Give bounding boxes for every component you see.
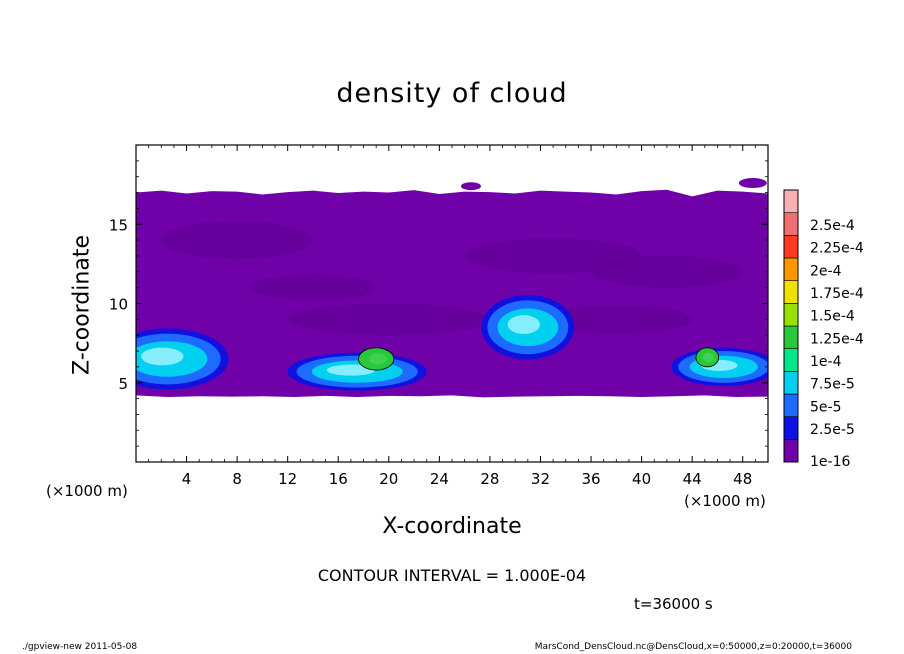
colorbar-segment [783, 439, 799, 463]
cloud-fragment [460, 182, 481, 191]
colorbar-label: 2.25e-4 [810, 241, 864, 257]
colorbar-segment [783, 280, 799, 304]
colorbar-label: 1.5e-4 [810, 309, 855, 325]
cloud-texture [464, 238, 642, 274]
colorbar-segment [783, 235, 799, 259]
x-tick-label: 32 [531, 470, 550, 488]
colorbar-label: 1.75e-4 [810, 286, 864, 302]
x-tick-label: 4 [182, 470, 192, 488]
x-tick-label: 28 [480, 470, 499, 488]
colorbar-segment [783, 348, 799, 372]
colorbar-label: 2.5e-4 [810, 218, 855, 234]
x-tick-label: 20 [379, 470, 398, 488]
colorbar-segment [783, 393, 799, 417]
colorbar-label: 1e-4 [810, 354, 842, 370]
x-unit-label-right: (×1000 m) [684, 492, 766, 510]
cloud-fragment [738, 178, 767, 189]
y-tick-label: 10 [109, 296, 128, 314]
heatmap-field [136, 178, 768, 398]
y-tick-label: 15 [109, 216, 128, 234]
x-tick-label: 12 [278, 470, 297, 488]
x-unit-label-left: (×1000 m) [46, 482, 128, 500]
cloud-texture [287, 303, 490, 336]
x-axis-label: X-coordinate [0, 514, 904, 539]
dense-region-peak-core [702, 352, 715, 363]
colorbar-label: 5e-5 [810, 399, 841, 415]
y-axis-label: Z-coordinate [69, 235, 95, 375]
colorbar-segment [783, 416, 799, 440]
colorbar-segment [783, 212, 799, 236]
colorbar-label: 2e-4 [810, 263, 842, 279]
chart-title: density of cloud [336, 78, 568, 109]
colorbar-frame [783, 189, 799, 463]
contour-interval: CONTOUR INTERVAL = 1.000E-04 [0, 566, 904, 585]
colorbar-segment [783, 371, 799, 395]
colorbar-segment [783, 303, 799, 327]
cloud-texture [161, 221, 313, 260]
dense-region-peak-core [369, 353, 387, 365]
dense-region-highlight [507, 315, 540, 335]
colorbar-segment [783, 189, 799, 213]
contour-interval-text: CONTOUR INTERVAL = 1.000E-04 [317, 566, 587, 585]
x-tick-label: 36 [581, 470, 600, 488]
x-axis-label-text: X-coordinate [382, 514, 522, 539]
footer-left: ./gpview-new 2011-05-08 [22, 642, 138, 652]
colorbar-label: 1.25e-4 [810, 331, 864, 347]
x-tick-label: 8 [232, 470, 242, 488]
y-tick-label: 5 [118, 375, 128, 393]
x-tick-label: 44 [683, 470, 702, 488]
time-label: t=36000 s [634, 595, 713, 613]
colorbar-label: 7.5e-5 [810, 377, 855, 393]
cloud-texture [249, 274, 377, 301]
dense-region-highlight [326, 364, 376, 376]
colorbar-segment [783, 325, 799, 349]
colorbar-label: 1e-16 [810, 454, 850, 470]
x-tick-label: 16 [329, 470, 348, 488]
colorbar-label: 2.5e-5 [810, 422, 855, 438]
x-tick-label: 48 [733, 470, 752, 488]
x-tick-label: 40 [632, 470, 651, 488]
cloud-texture [540, 305, 693, 334]
cloud-texture [591, 255, 743, 288]
dense-region-highlight [141, 347, 184, 366]
colorbar-segment [783, 257, 799, 281]
x-tick-label: 24 [430, 470, 449, 488]
footer-right: MarsCond_DensCloud.nc@DensCloud,x=0:5000… [534, 642, 852, 652]
